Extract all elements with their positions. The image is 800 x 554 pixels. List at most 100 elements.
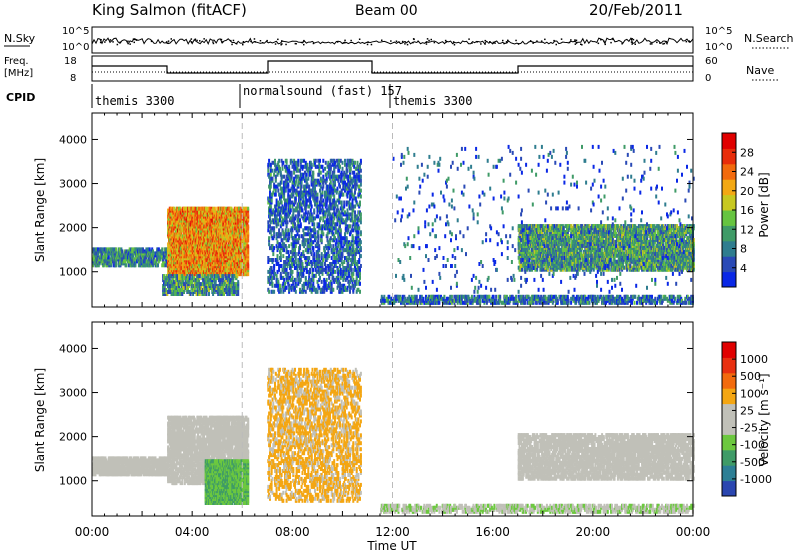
- nsky-noise-dot: [444, 39, 447, 42]
- data-cell-region-3: [298, 228, 301, 233]
- data-cell-region-3: [294, 289, 297, 294]
- nsky-noise-dot: [220, 38, 223, 41]
- nsky-noise-dot: [603, 40, 605, 43]
- nsky-noise-dot: [242, 41, 245, 43]
- data-cell-region-3: [300, 180, 303, 185]
- data-cell-region-2: [228, 274, 230, 279]
- nsky-noise-dot: [344, 42, 346, 44]
- data-cell-region-0: [164, 263, 167, 268]
- nsky-noise-dot: [492, 41, 495, 44]
- data-cell-region-3: [269, 204, 272, 209]
- data-cell-region-3: [294, 248, 296, 253]
- data-cell-region-0: [107, 255, 110, 260]
- nsky-noise-dot: [398, 41, 401, 43]
- nsky-noise-dot: [484, 39, 486, 42]
- data-cell-region-3: [297, 158, 300, 163]
- data-cell-region-3: [282, 254, 285, 259]
- data-cell-region-3: [279, 252, 282, 257]
- data-cell-region-3: [294, 222, 296, 227]
- nsky-noise-dot: [401, 40, 404, 43]
- data-cell-region-3: [304, 289, 307, 294]
- data-cell-region-0: [132, 253, 134, 258]
- data-cell-region-3: [316, 198, 319, 203]
- nsky-noise-dot: [370, 43, 373, 46]
- nsky-noise-dot: [303, 39, 305, 42]
- nsky-noise-dot: [190, 41, 193, 43]
- nsky-noise-dot: [476, 41, 478, 43]
- data-cell-region-3: [319, 188, 321, 193]
- data-cell-region-3: [275, 273, 278, 278]
- data-cell-region-0: [142, 247, 144, 252]
- data-cell-region-3: [306, 162, 309, 167]
- data-cell-region-3: [273, 234, 276, 239]
- nsky-noise-dot: [104, 41, 106, 43]
- data-cell-region-3: [288, 244, 291, 249]
- data-cell-region-3: [271, 168, 274, 173]
- nsky-label: N.Sky: [4, 32, 36, 45]
- freq-tick-high: 18: [64, 56, 77, 67]
- data-cell-region-3: [317, 230, 320, 235]
- data-cell-region-1: [247, 244, 250, 249]
- data-cell-region-1: [247, 212, 250, 217]
- data-cell-region-3: [309, 170, 311, 175]
- data-cell-region-3: [278, 267, 281, 272]
- data-cell-region-1: [198, 210, 201, 215]
- data-cell-region-3: [321, 262, 324, 266]
- data-cell-region-0: [152, 261, 154, 266]
- data-cell-region-3: [281, 166, 284, 171]
- data-cell-region-1: [213, 206, 216, 211]
- data-cell-region-3: [272, 252, 275, 257]
- data-cell-region-3: [278, 228, 281, 233]
- data-cell-region-3: [309, 196, 311, 201]
- nsky-noise-dot: [295, 43, 297, 45]
- nsky-noise-dot: [132, 38, 135, 40]
- nsky-noise-dot: [515, 39, 517, 42]
- cpid-segment-2: normalsound (fast) 157: [243, 84, 402, 98]
- data-cell-region-3: [294, 244, 297, 249]
- data-cell-region-3: [279, 232, 282, 237]
- data-cell-region-3: [304, 275, 307, 280]
- nsky-noise-dot: [580, 43, 582, 45]
- data-cell-region-0: [112, 247, 114, 252]
- data-cell-region-3: [291, 269, 294, 274]
- nsky-noise-dot: [281, 43, 283, 45]
- nsky-noise-dot: [242, 43, 244, 46]
- data-cell-region-3: [279, 283, 281, 288]
- data-cell-region-3: [299, 222, 302, 227]
- data-cell-region-3: [294, 256, 297, 260]
- data-cell-region-3: [325, 202, 328, 207]
- data-cell-region-0: [139, 255, 142, 260]
- data-cell-region-0: [115, 247, 118, 252]
- nsky-noise-dot: [254, 41, 256, 43]
- data-cell-region-3: [310, 252, 313, 257]
- nsky-trace: [91, 37, 694, 46]
- data-cell-region-3: [304, 194, 307, 199]
- data-cell-region-3: [324, 160, 327, 165]
- data-cell-region-0: [145, 247, 148, 252]
- data-cell-region-3: [313, 208, 316, 213]
- nsky-noise-dot: [433, 41, 436, 44]
- nsky-noise-dot: [536, 40, 538, 42]
- nsky-noise-dot: [574, 39, 576, 41]
- nsky-noise-dot: [471, 42, 473, 44]
- cpid-segment-1: themis 3300: [95, 94, 174, 108]
- nsky-noise-dot: [395, 40, 398, 42]
- data-cell-region-0: [125, 249, 128, 254]
- data-cell-region-3: [292, 212, 295, 217]
- data-cell-region-0: [137, 263, 140, 268]
- data-cell-region-3: [299, 168, 301, 173]
- data-cell-region-3: [286, 220, 289, 225]
- data-cell-region-3: [277, 279, 280, 284]
- data-cell-region-2: [211, 274, 214, 279]
- data-cell-region-3: [287, 228, 290, 233]
- nsky-noise-dot: [250, 40, 252, 43]
- data-cell-region-2: [198, 274, 201, 279]
- nsky-noise-dot: [194, 38, 197, 40]
- data-cell-region-0: [152, 249, 154, 254]
- freq-label: Freq.: [4, 56, 29, 67]
- data-cell-region-3: [321, 190, 324, 195]
- nsky-noise-dot: [135, 39, 138, 41]
- cpid-segment-3: themis 3300: [393, 94, 472, 108]
- nsky-noise-dot: [662, 43, 664, 45]
- nsky-noise-dot: [232, 39, 235, 42]
